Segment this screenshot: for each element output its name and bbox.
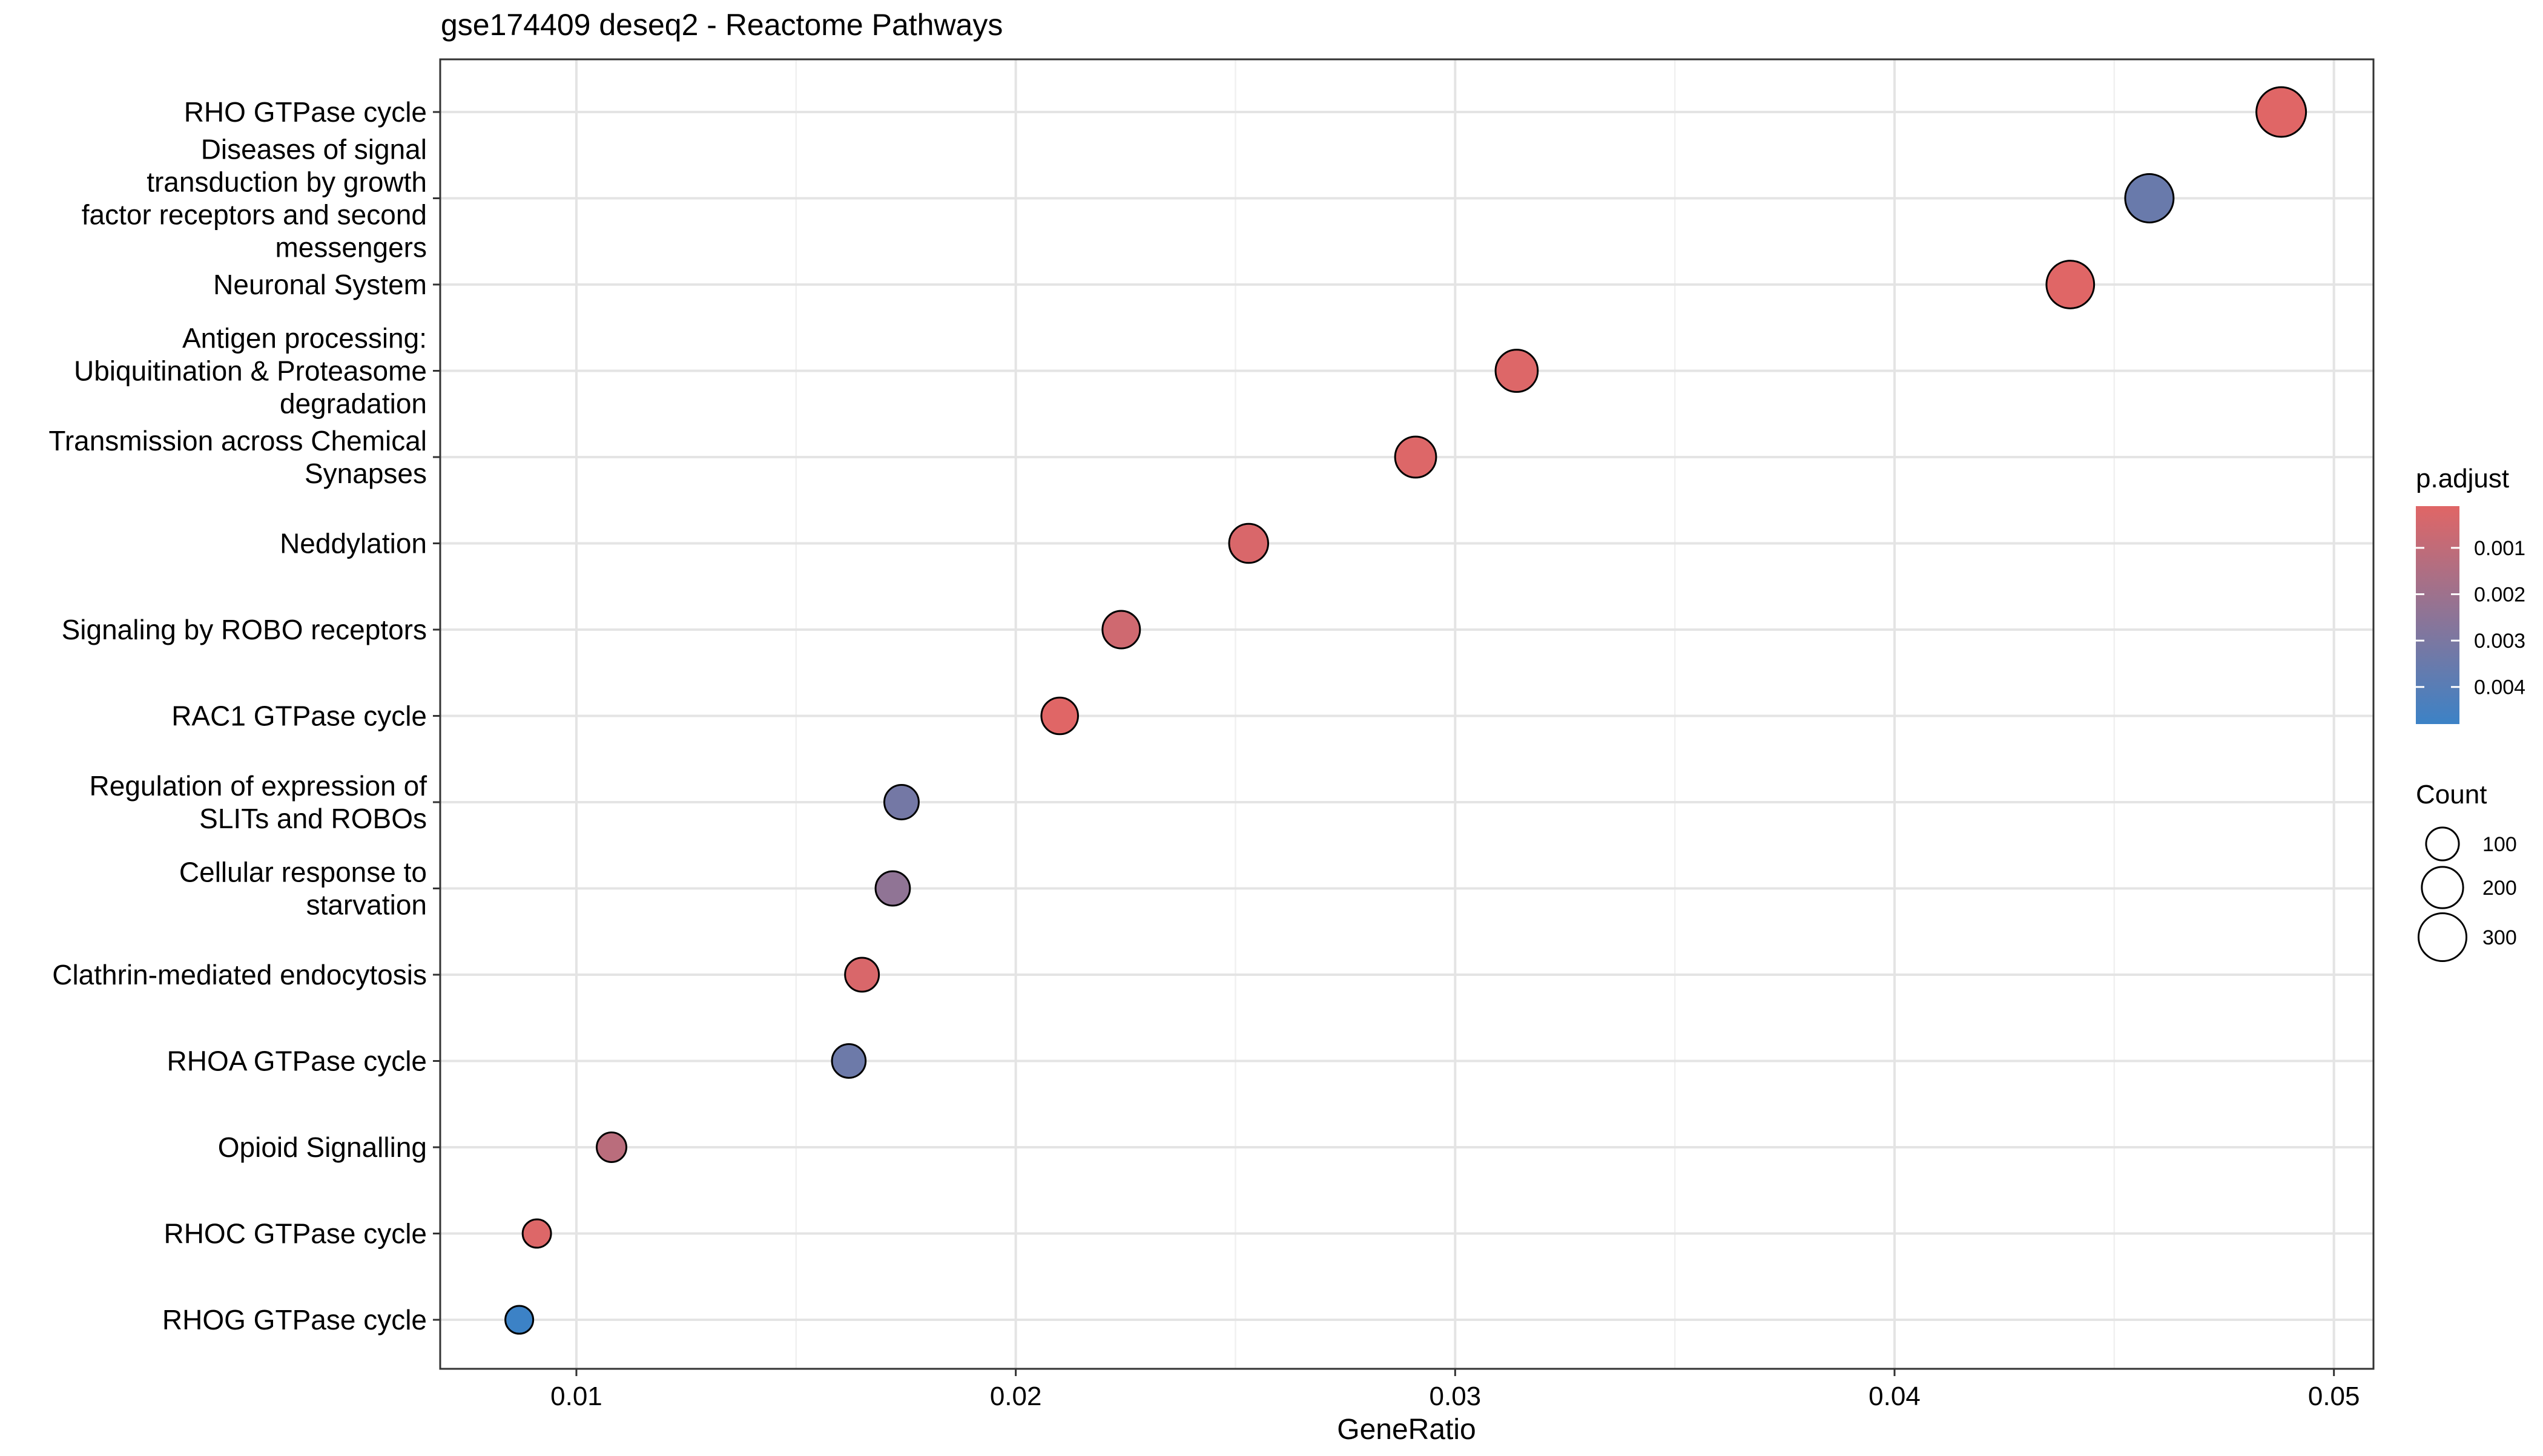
y-tick-label-line: Opioid Signalling	[218, 1132, 427, 1163]
x-axis-ticks: 0.01 0.02 0.03 0.04 0.05	[550, 1369, 2360, 1411]
y-tick-label: Regulation of expression of SLITs and ROB…	[90, 770, 427, 834]
x-tick-label: 0.01	[550, 1382, 602, 1411]
y-tick-label-line: Neuronal System	[213, 269, 427, 300]
size-legend-label: 300	[2482, 926, 2517, 949]
y-tick-label-line: messengers	[275, 232, 427, 263]
data-point	[1228, 522, 1270, 564]
y-tick-label-line: RHOC GTPase cycle	[163, 1218, 427, 1250]
x-tick-label: 0.04	[1868, 1382, 1921, 1411]
y-tick-label: Diseases of signal transduction by growth…	[82, 134, 427, 263]
data-point	[2124, 173, 2175, 223]
y-tick-label-line: RHO GTPase cycle	[184, 96, 427, 128]
data-point	[2255, 86, 2307, 138]
y-tick-label: Cellular response to starvation	[179, 857, 427, 921]
y-tick-label-line: RHOA GTPase cycle	[167, 1046, 427, 1077]
data-point	[1040, 696, 1079, 736]
y-tick-label-line: Clathrin-mediated endocytosis	[52, 959, 427, 990]
size-legend-circle	[2421, 866, 2464, 909]
y-tick-label-line: transduction by growth	[147, 166, 427, 198]
y-tick-label: Transmission across Chemical Synapses	[48, 425, 427, 489]
color-legend-label: 0.004	[2474, 676, 2525, 699]
y-tick-label: RAC1 GTPase cycle	[171, 700, 427, 732]
plot-panel-background	[440, 59, 2373, 1369]
x-tick-label: 0.02	[990, 1382, 1042, 1411]
data-point	[874, 870, 911, 907]
color-legend-label: 0.001	[2474, 537, 2525, 560]
size-legend-circle	[2417, 912, 2468, 963]
y-tick-label: Antigen processing: Ubiquitination & Prot…	[74, 323, 427, 420]
points-layer	[504, 86, 2307, 1335]
color-legend-label: 0.002	[2474, 584, 2525, 607]
y-tick-label-line: Ubiquitination & Proteasome	[74, 355, 427, 387]
y-tick-label: RHOC GTPase cycle	[163, 1218, 427, 1250]
y-tick-label: Neddylation	[280, 528, 427, 559]
data-point	[596, 1132, 627, 1163]
data-point	[844, 957, 880, 993]
color-legend-title: p.adjust	[2416, 464, 2509, 493]
size-legend-circle	[2425, 826, 2460, 861]
y-tick-label-line: SLITs and ROBOs	[199, 803, 427, 834]
y-tick-label: RHOA GTPase cycle	[167, 1046, 427, 1077]
y-tick-label-line: RHOG GTPase cycle	[162, 1304, 427, 1336]
data-point	[504, 1305, 535, 1335]
y-tick-label-line: Signaling by ROBO receptors	[62, 614, 427, 645]
data-point	[883, 784, 920, 820]
y-tick-label: Opioid Signalling	[218, 1132, 427, 1163]
plot-panel-border	[439, 58, 2375, 1370]
y-tick-label-line: degradation	[280, 388, 427, 420]
y-tick-label-line: Diseases of signal	[201, 134, 427, 165]
data-point	[1394, 435, 1437, 479]
size-legend-title: Count	[2416, 780, 2487, 809]
y-tick-label: RHO GTPase cycle	[184, 96, 427, 128]
color-legend-label: 0.003	[2474, 630, 2525, 653]
data-point	[831, 1043, 867, 1079]
grid-layer	[440, 59, 2373, 1369]
y-tick-label-line: Cellular response to	[179, 857, 427, 888]
data-point	[2045, 260, 2096, 309]
data-point	[1494, 349, 1539, 393]
y-tick-label: Neuronal System	[213, 269, 427, 300]
y-tick-label-line: starvation	[306, 889, 427, 921]
chart-title: gse174409 deseq2 - Reactome Pathways	[441, 8, 1003, 42]
size-legend-label: 200	[2482, 877, 2517, 900]
legend: p.adjust 0.001 0.002 0.003 0.004 Count 100 200 3…	[2416, 464, 2525, 963]
y-axis-ticks: RHO GTPase cycle Diseases of signal transd…	[48, 96, 440, 1336]
y-tick-label-line: RAC1 GTPase cycle	[171, 700, 427, 732]
y-tick-label-line: Regulation of expression of	[90, 770, 427, 802]
color-bar	[2416, 506, 2459, 724]
size-legend-label: 100	[2482, 833, 2517, 856]
y-tick-label-line: Synapses	[305, 458, 427, 489]
y-tick-label: RHOG GTPase cycle	[162, 1304, 427, 1336]
y-tick-label-line: Neddylation	[280, 528, 427, 559]
y-tick-label-line: factor receptors and second	[82, 199, 427, 231]
y-tick-label-line: Transmission across Chemical	[48, 425, 427, 456]
y-tick-label-line: Antigen processing:	[182, 323, 427, 354]
data-point	[1101, 610, 1141, 650]
x-tick-label: 0.05	[2308, 1382, 2360, 1411]
y-tick-label: Clathrin-mediated endocytosis	[52, 959, 427, 990]
data-point	[521, 1218, 552, 1249]
y-tick-label: Signaling by ROBO receptors	[62, 614, 427, 645]
x-axis-title: GeneRatio	[1337, 1414, 1476, 1446]
x-tick-label: 0.03	[1430, 1382, 1482, 1411]
